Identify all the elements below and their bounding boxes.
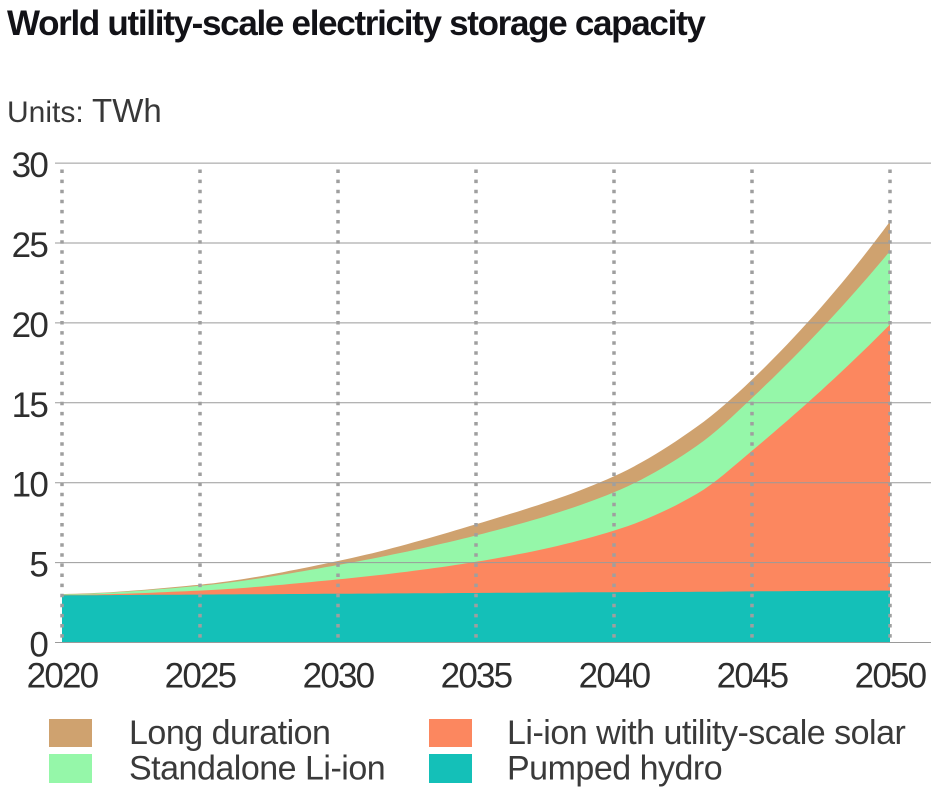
svg-text:2020: 2020 bbox=[27, 657, 99, 696]
svg-text:2040: 2040 bbox=[579, 657, 651, 696]
svg-text:5: 5 bbox=[29, 546, 47, 585]
svg-text:Standalone Li-ion: Standalone Li-ion bbox=[129, 750, 385, 788]
svg-text:0: 0 bbox=[29, 626, 48, 665]
svg-text:World utility-scale electricit: World utility-scale electricity storage … bbox=[7, 4, 706, 43]
svg-text:10: 10 bbox=[12, 466, 49, 505]
svg-text:Long duration: Long duration bbox=[129, 714, 330, 752]
svg-text:Units: TWh: Units: TWh bbox=[7, 92, 162, 129]
svg-text:Li-ion with utility-scale sola: Li-ion with utility-scale solar bbox=[507, 714, 905, 752]
svg-text:30: 30 bbox=[12, 146, 49, 185]
svg-text:15: 15 bbox=[12, 386, 48, 425]
svg-text:25: 25 bbox=[12, 226, 48, 265]
svg-text:2035: 2035 bbox=[441, 657, 512, 696]
svg-text:2045: 2045 bbox=[717, 657, 788, 696]
svg-text:Pumped hydro: Pumped hydro bbox=[507, 750, 722, 788]
svg-text:2025: 2025 bbox=[165, 657, 236, 696]
svg-text:20: 20 bbox=[12, 306, 49, 345]
svg-text:2030: 2030 bbox=[303, 657, 375, 696]
svg-text:2050: 2050 bbox=[855, 657, 927, 696]
